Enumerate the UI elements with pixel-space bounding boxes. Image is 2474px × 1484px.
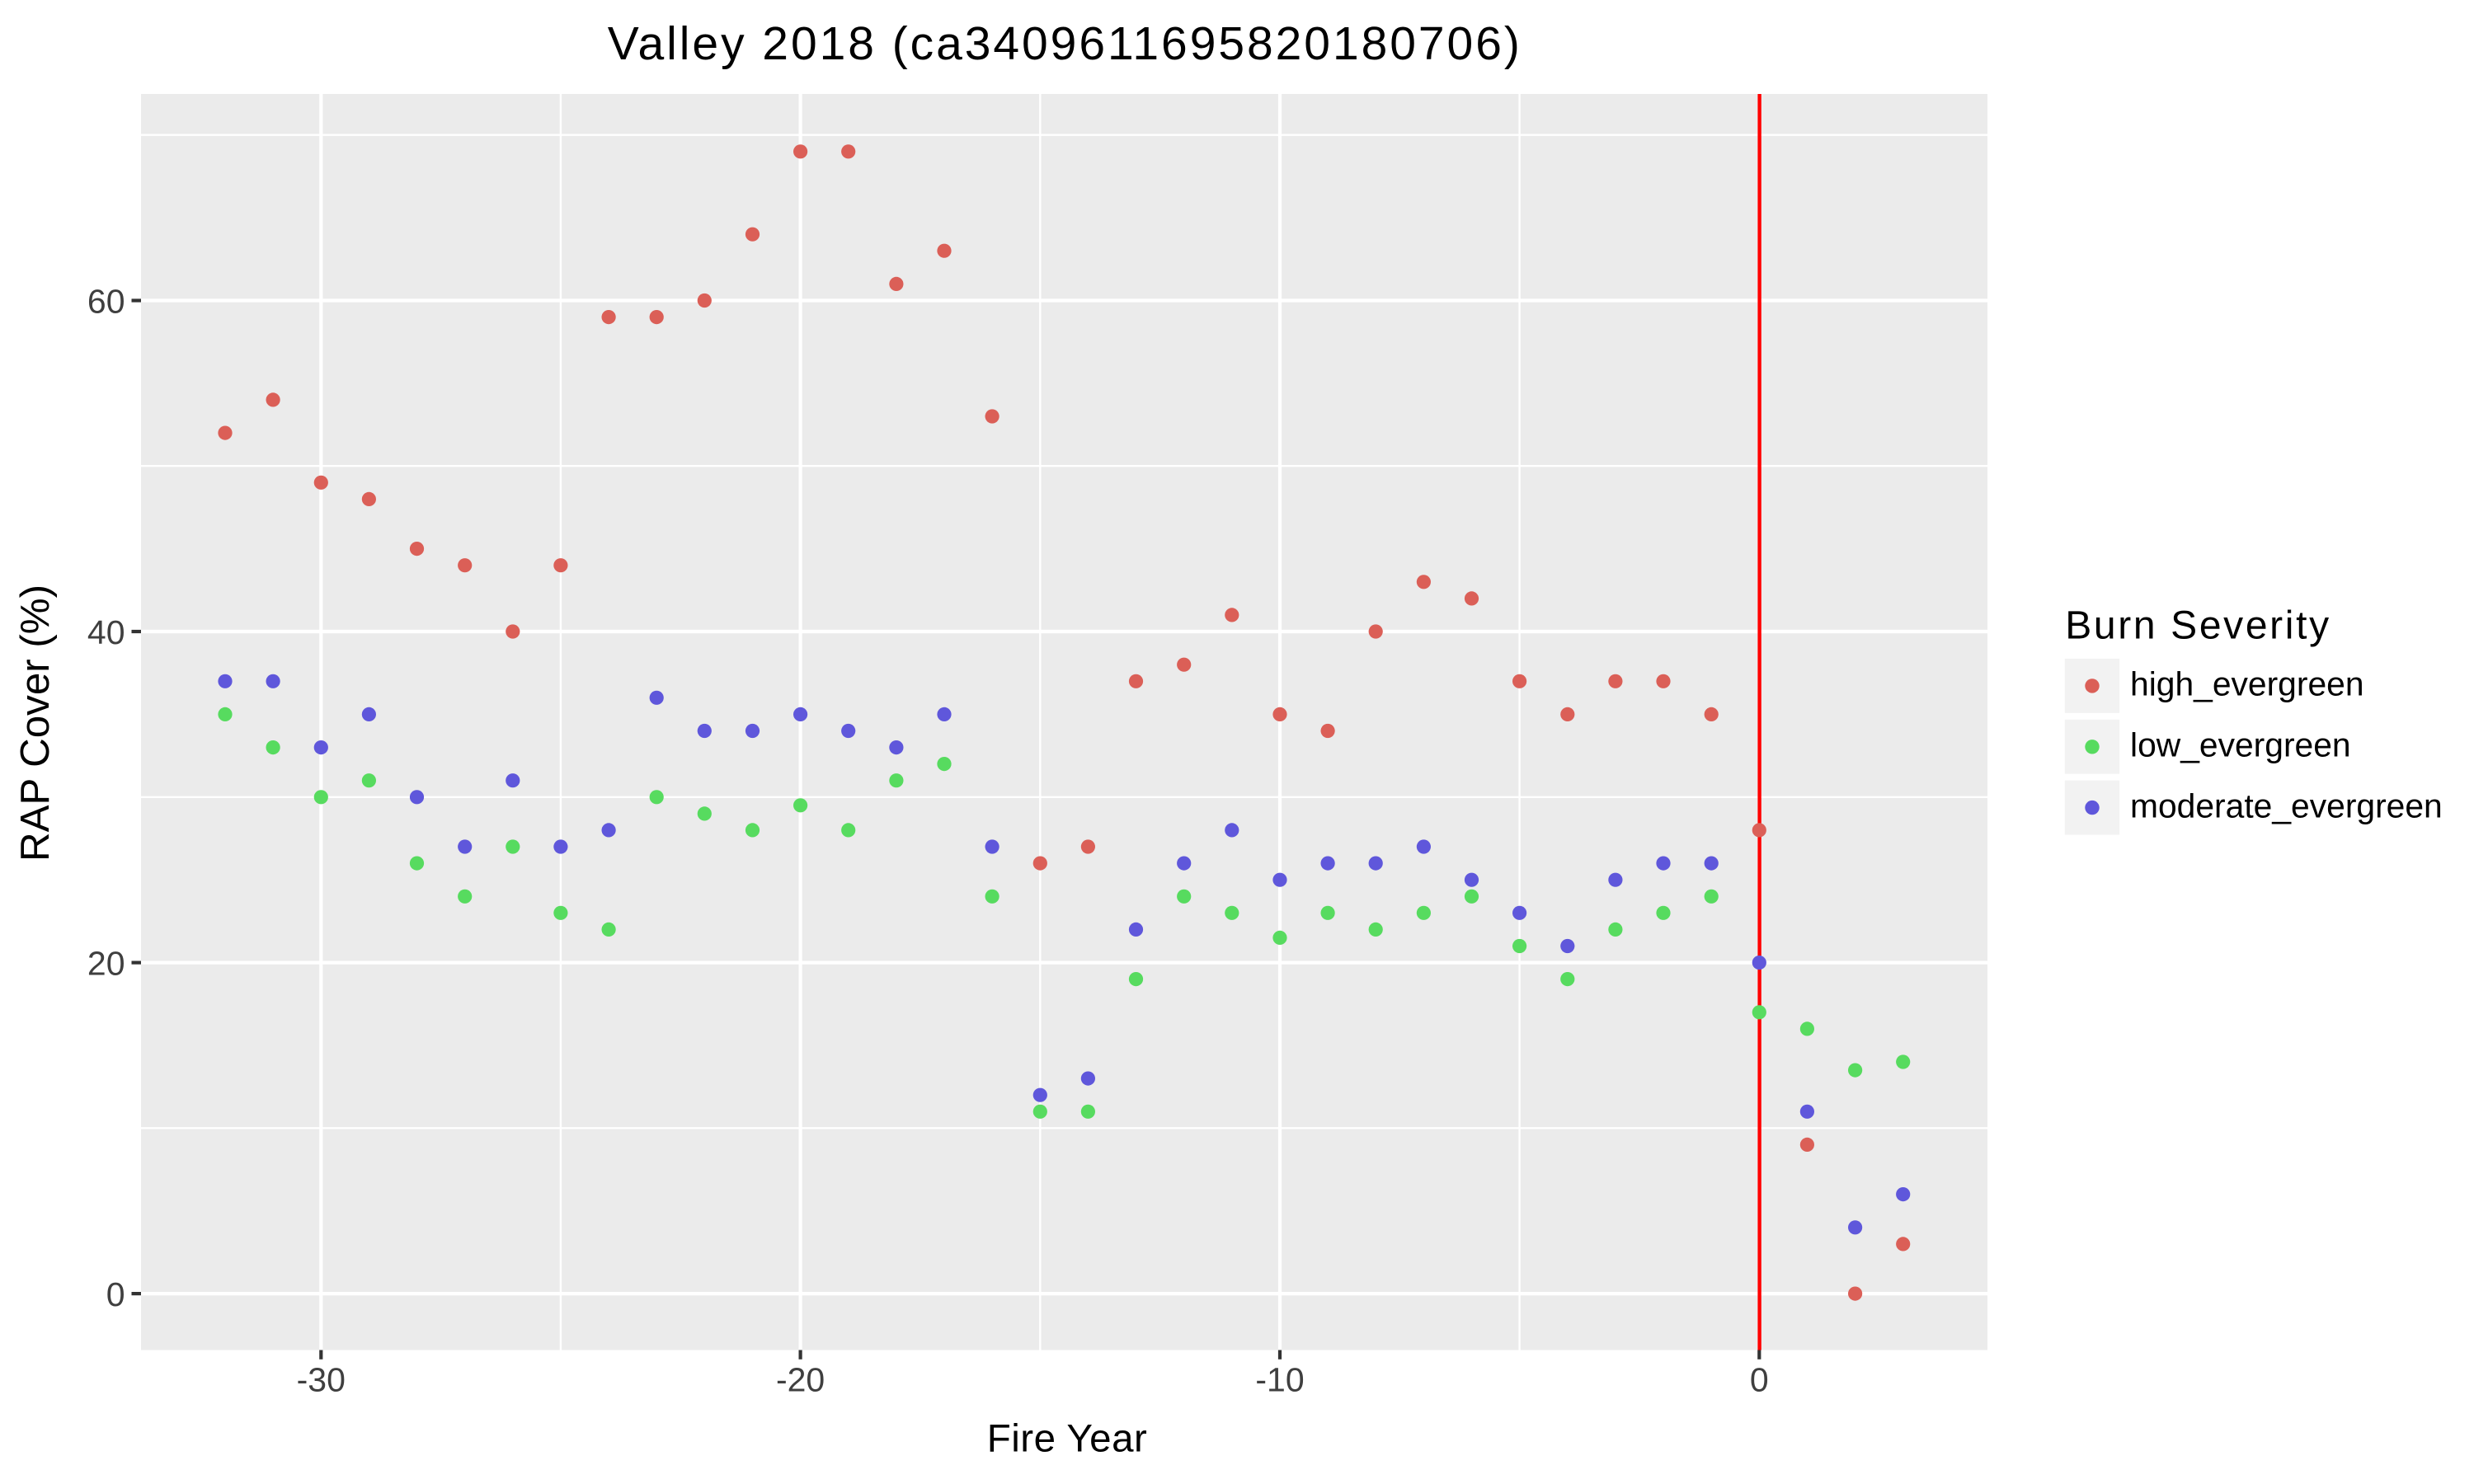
svg-text:low_evergreen: low_evergreen: [2130, 726, 2351, 764]
svg-text:40: 40: [87, 613, 125, 651]
svg-text:Valley 2018 (ca340961169582018: Valley 2018 (ca3409611695820180706): [608, 17, 1522, 70]
svg-text:0: 0: [106, 1275, 125, 1313]
svg-text:Fire Year: Fire Year: [987, 1416, 1148, 1460]
svg-text:-10: -10: [1255, 1361, 1304, 1399]
svg-text:Burn Severity: Burn Severity: [2065, 603, 2331, 647]
svg-text:high_evergreen: high_evergreen: [2130, 665, 2364, 703]
svg-text:-20: -20: [776, 1361, 825, 1399]
svg-text:moderate_evergreen: moderate_evergreen: [2130, 787, 2443, 824]
svg-text:-30: -30: [297, 1361, 346, 1399]
svg-text:RAP Cover (%): RAP Cover (%): [12, 585, 58, 862]
svg-text:20: 20: [87, 945, 125, 983]
svg-text:0: 0: [1750, 1361, 1769, 1399]
svg-text:60: 60: [87, 283, 125, 321]
